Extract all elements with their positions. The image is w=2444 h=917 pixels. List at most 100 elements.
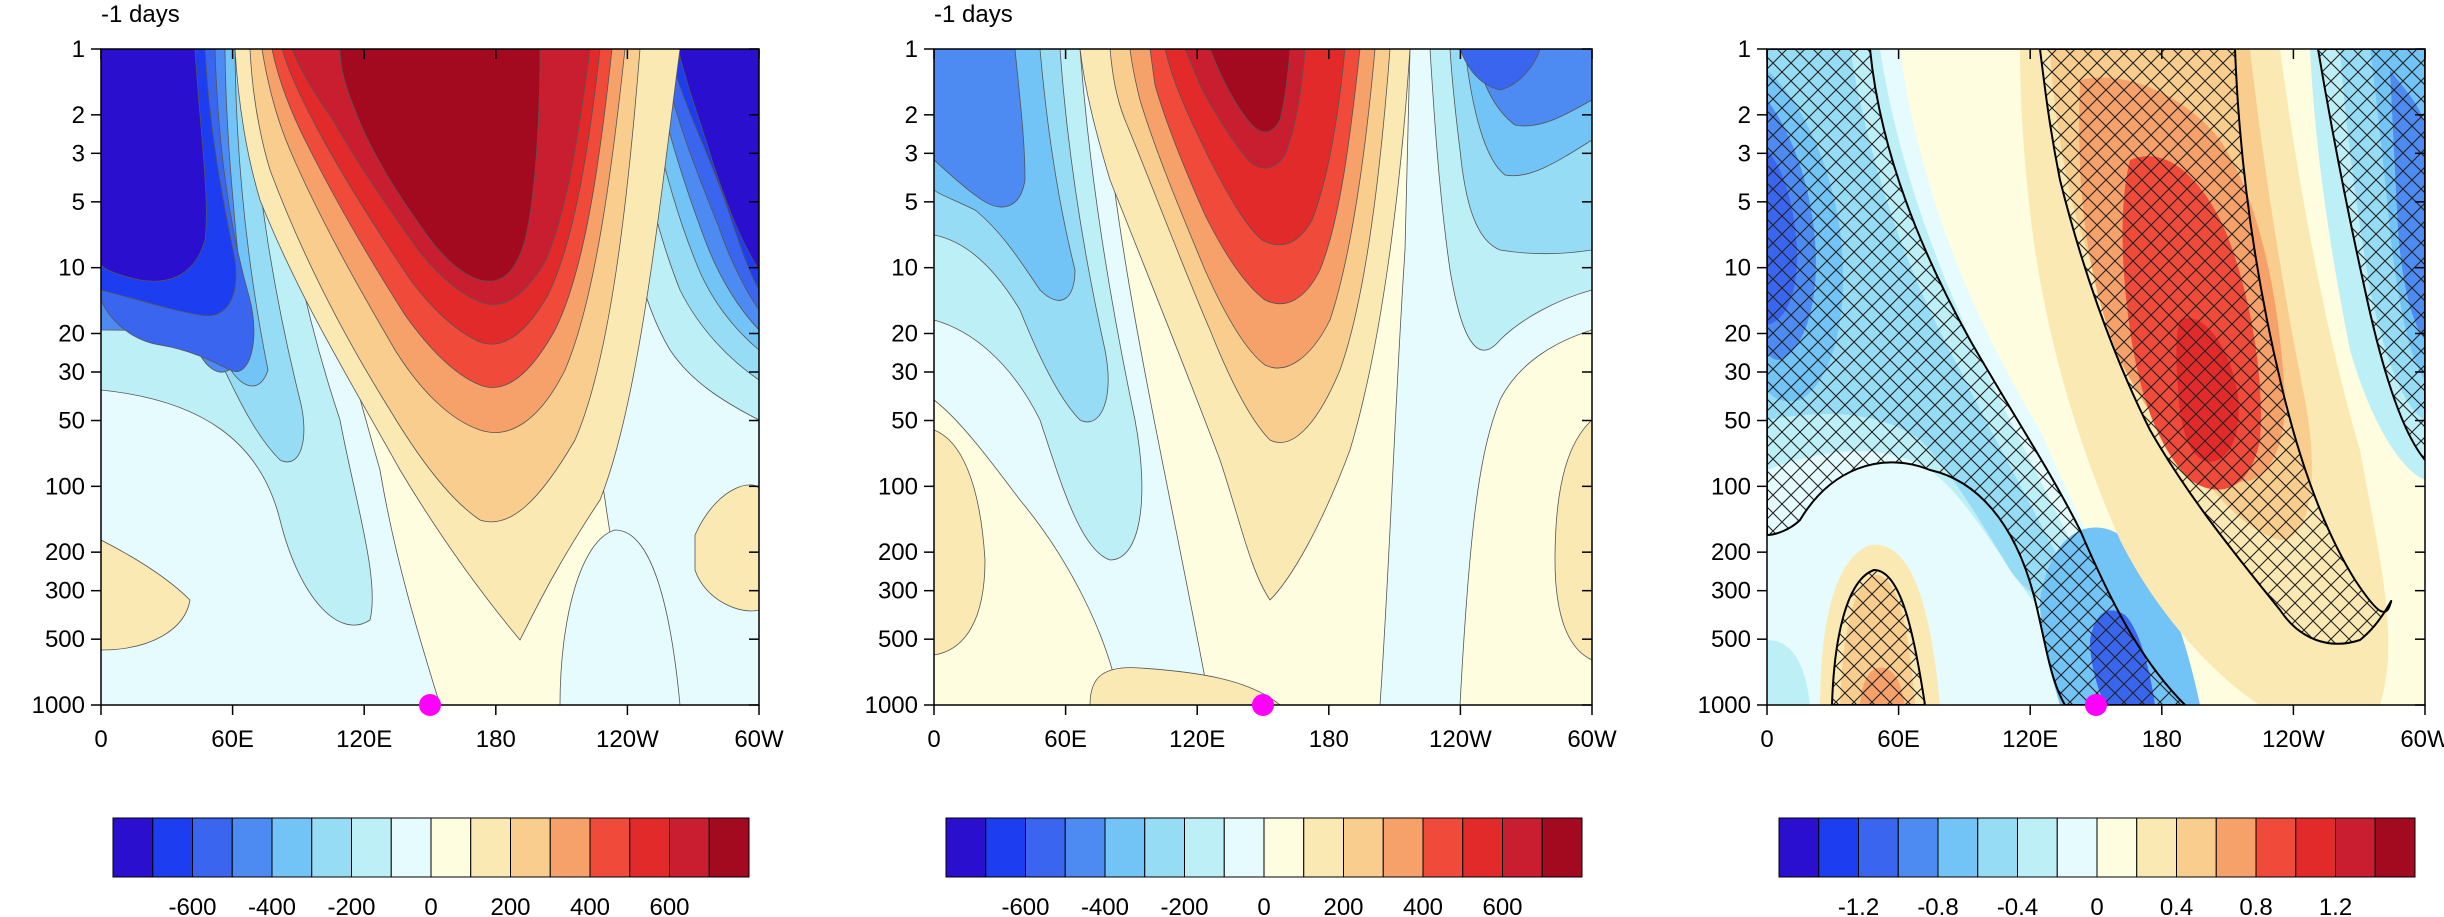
colorbar-swatch (708, 817, 750, 878)
y-tick-label: 2 (72, 102, 85, 129)
colorbar-swatch (112, 817, 154, 878)
panel-3-marker (2085, 694, 2107, 716)
panel-2-x-axis: 0 60E 120E 180 120W 60W (927, 49, 1617, 753)
colorbar-swatch (945, 817, 987, 878)
y-tick-label: 2 (1738, 102, 1751, 129)
colorbar-swatch (2255, 817, 2297, 878)
colorbar-swatch (2215, 817, 2257, 878)
colorbar-swatch (2136, 817, 2177, 878)
colorbar-swatch (1778, 817, 1820, 878)
colorbar-label: 0 (2090, 894, 2103, 917)
colorbar-swatch (1422, 817, 1464, 878)
panel-1-colorbar: -600 -400 -200 0 200 400 600 (112, 817, 750, 917)
panel-2-title: -1 days (934, 1, 1013, 28)
colorbar-swatch (152, 817, 193, 878)
colorbar-swatch (1223, 817, 1265, 878)
y-tick-label: 5 (1738, 189, 1751, 216)
colorbar-swatch (1818, 817, 1859, 878)
colorbar-label: -600 (168, 894, 216, 917)
colorbar-swatch (351, 817, 392, 878)
y-tick-label: 10 (58, 255, 85, 282)
y-tick-label: 20 (1724, 320, 1751, 347)
panel-3-hatch-centre (2038, 49, 2393, 645)
colorbar-swatch (629, 817, 670, 878)
colorbar-label: -400 (1081, 894, 1129, 917)
y-tick-label: 5 (905, 189, 918, 216)
y-tick-label: 2 (905, 102, 918, 129)
y-tick-label: 100 (1711, 473, 1751, 500)
colorbar-swatch (2295, 817, 2336, 878)
panel-2-field (934, 49, 1592, 705)
panel-3-hatch-east (2316, 49, 2425, 462)
x-tick-label: 0 (94, 726, 107, 753)
colorbar-label: -200 (1160, 894, 1208, 917)
colorbar-swatch (1144, 817, 1185, 878)
colorbar-label: 200 (1323, 894, 1363, 917)
y-tick-label: 100 (878, 473, 918, 500)
y-tick-label: 10 (1724, 255, 1751, 282)
colorbar-label: -600 (1001, 894, 1049, 917)
colorbar-swatch (1184, 817, 1225, 878)
colorbar-label: -200 (327, 894, 375, 917)
y-tick-label: 3 (1738, 140, 1751, 167)
y-tick-label: 100 (45, 473, 85, 500)
colorbar-swatch (1303, 817, 1344, 878)
y-tick-label: 30 (891, 359, 918, 386)
colorbar-swatch (1462, 817, 1503, 878)
colorbar-label: 0 (1257, 894, 1270, 917)
x-tick-label: 180 (2142, 726, 2182, 753)
y-tick-label: 3 (72, 140, 85, 167)
colorbar-label: 400 (570, 894, 610, 917)
panel-2-colorbar: -600 -400 -200 0 200 400 600 (945, 817, 1583, 917)
y-tick-label: 50 (1724, 408, 1751, 435)
x-tick-label: 0 (927, 726, 940, 753)
colorbar-swatch (1541, 817, 1583, 878)
panel-1-low-negative (559, 529, 681, 705)
colorbar-swatch (1382, 817, 1424, 878)
panel-3: 1 2 3 5 10 20 30 50 100 200 300 500 1000 0 60E 120E 180… (1698, 36, 2444, 917)
y-tick-label: 300 (45, 578, 85, 605)
panel-1-pos-7 (339, 49, 541, 282)
colorbar-swatch (311, 817, 352, 878)
panel-1-title: -1 days (101, 1, 180, 28)
colorbar-swatch (192, 817, 233, 878)
x-tick-label: 120E (336, 726, 392, 753)
colorbar-swatch (2056, 817, 2098, 878)
panel-3-field (1767, 49, 2425, 705)
x-tick-label: 60W (1567, 726, 1617, 753)
y-tick-label: 30 (1724, 359, 1751, 386)
panel-2-low-positive-east (1554, 419, 1592, 661)
colorbar-swatch (430, 817, 472, 878)
x-tick-label: 180 (476, 726, 516, 753)
y-tick-label: 500 (45, 626, 85, 653)
x-tick-label: 120W (2262, 726, 2325, 753)
panel-1-low-positive-east (694, 484, 759, 612)
y-tick-label: 200 (1711, 539, 1751, 566)
colorbar-label: 1.2 (2319, 894, 2352, 917)
colorbar-swatch (589, 817, 631, 878)
colorbar-label: 0 (424, 894, 437, 917)
y-tick-label: 5 (72, 189, 85, 216)
x-tick-label: 120E (1169, 726, 1225, 753)
y-tick-label: 1000 (32, 692, 85, 719)
y-tick-label: 50 (58, 408, 85, 435)
panel-1: -1 days (32, 1, 784, 917)
y-tick-label: 500 (1711, 626, 1751, 653)
panel-2-y-axis: 1 2 3 5 10 20 30 50 100 200 300 500 1000 (865, 36, 1592, 719)
panel-3-neg-small-low (1767, 640, 1810, 705)
x-tick-label: 60W (2400, 726, 2444, 753)
y-tick-label: 200 (878, 539, 918, 566)
colorbar-swatch (1025, 817, 1066, 878)
x-tick-label: 60E (1877, 726, 1920, 753)
panel-2-pos-7 (1209, 49, 1291, 133)
colorbar-swatch (549, 817, 591, 878)
x-tick-label: 60E (211, 726, 254, 753)
y-tick-label: 20 (891, 320, 918, 347)
y-tick-label: 3 (905, 140, 918, 167)
colorbar-swatch (1858, 817, 1899, 878)
colorbar-swatch (470, 817, 511, 878)
panel-2-surface-positive (1089, 667, 1281, 705)
colorbar-swatch (1263, 817, 1305, 878)
y-tick-label: 50 (891, 408, 918, 435)
